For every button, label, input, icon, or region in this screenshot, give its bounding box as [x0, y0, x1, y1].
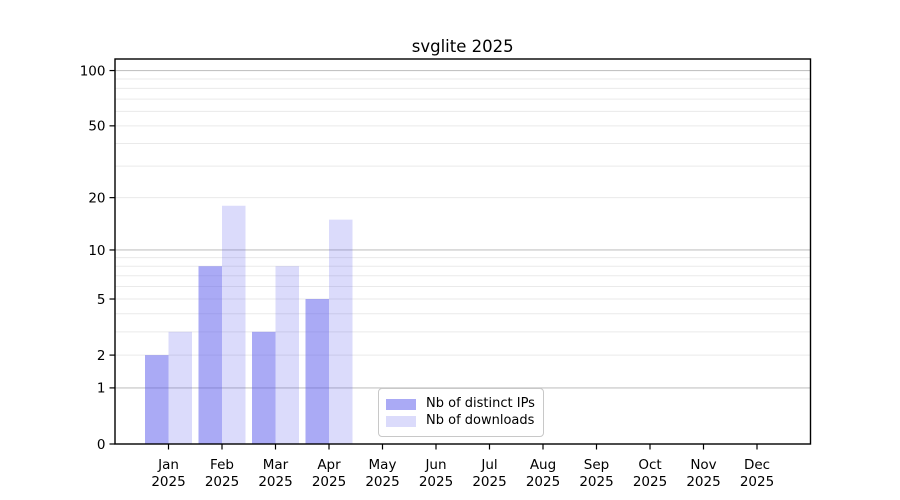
bars	[145, 205, 353, 444]
bar-feb-downloads	[222, 205, 246, 444]
y-tick-label-2: 2	[97, 348, 106, 364]
y-tick-label-0: 0	[97, 437, 106, 453]
legend-item-downloads: Nb of downloads	[386, 413, 535, 429]
x-tick-label-apr: Apr 2025	[312, 457, 346, 490]
x-tick-label-mar: Mar 2025	[258, 457, 292, 490]
x-tick-label-jan: Jan 2025	[151, 457, 185, 490]
y-tick-label-1: 1	[97, 381, 106, 397]
x-tick-label-aug: Aug 2025	[526, 457, 560, 490]
x-tick-label-sep: Sep 2025	[579, 457, 613, 490]
plot-border	[114, 58, 812, 445]
x-tick-label-may: May 2025	[365, 457, 399, 490]
gridlines	[115, 70, 811, 389]
x-tick-label-oct: Oct 2025	[633, 457, 667, 490]
x-tick-label-jul: Jul 2025	[472, 457, 506, 490]
bar-apr-downloads	[329, 219, 353, 444]
x-tick-label-jun: Jun 2025	[419, 457, 453, 490]
y-tick-label-50: 50	[88, 119, 105, 135]
y-tick-label-10: 10	[88, 243, 105, 259]
bar-mar-downloads	[275, 266, 299, 444]
bar-jan-distinct-ips	[145, 355, 169, 444]
axis-ticks	[109, 69, 758, 450]
axis-labels: 0 1 2 5 10 20 50 100 Jan 2025 Feb 2025 Mar 2025 Apr 202…	[80, 63, 774, 490]
bar-feb-distinct-ips	[198, 266, 222, 444]
bar-apr-distinct-ips	[305, 299, 329, 444]
y-tick-label-5: 5	[97, 292, 106, 308]
x-tick-label-feb: Feb 2025	[205, 457, 239, 490]
legend-swatch-distinct-ips	[386, 398, 416, 410]
y-tick-label-20: 20	[88, 190, 105, 206]
x-tick-label-dec: Dec 2025	[740, 457, 774, 490]
chart-title: svglite 2025	[412, 37, 514, 56]
x-tick-label-nov: Nov 2025	[686, 457, 720, 490]
legend-label-downloads: Nb of downloads	[426, 413, 535, 428]
bar-jan-downloads	[168, 331, 192, 444]
legend: Nb of distinct IPs Nb of downloads	[378, 388, 544, 437]
legend-label-distinct-ips: Nb of distinct IPs	[426, 396, 535, 411]
bar-mar-distinct-ips	[252, 331, 276, 444]
legend-item-distinct-ips: Nb of distinct IPs	[386, 396, 535, 412]
y-tick-label-100: 100	[80, 63, 106, 79]
legend-swatch-downloads	[386, 415, 416, 427]
